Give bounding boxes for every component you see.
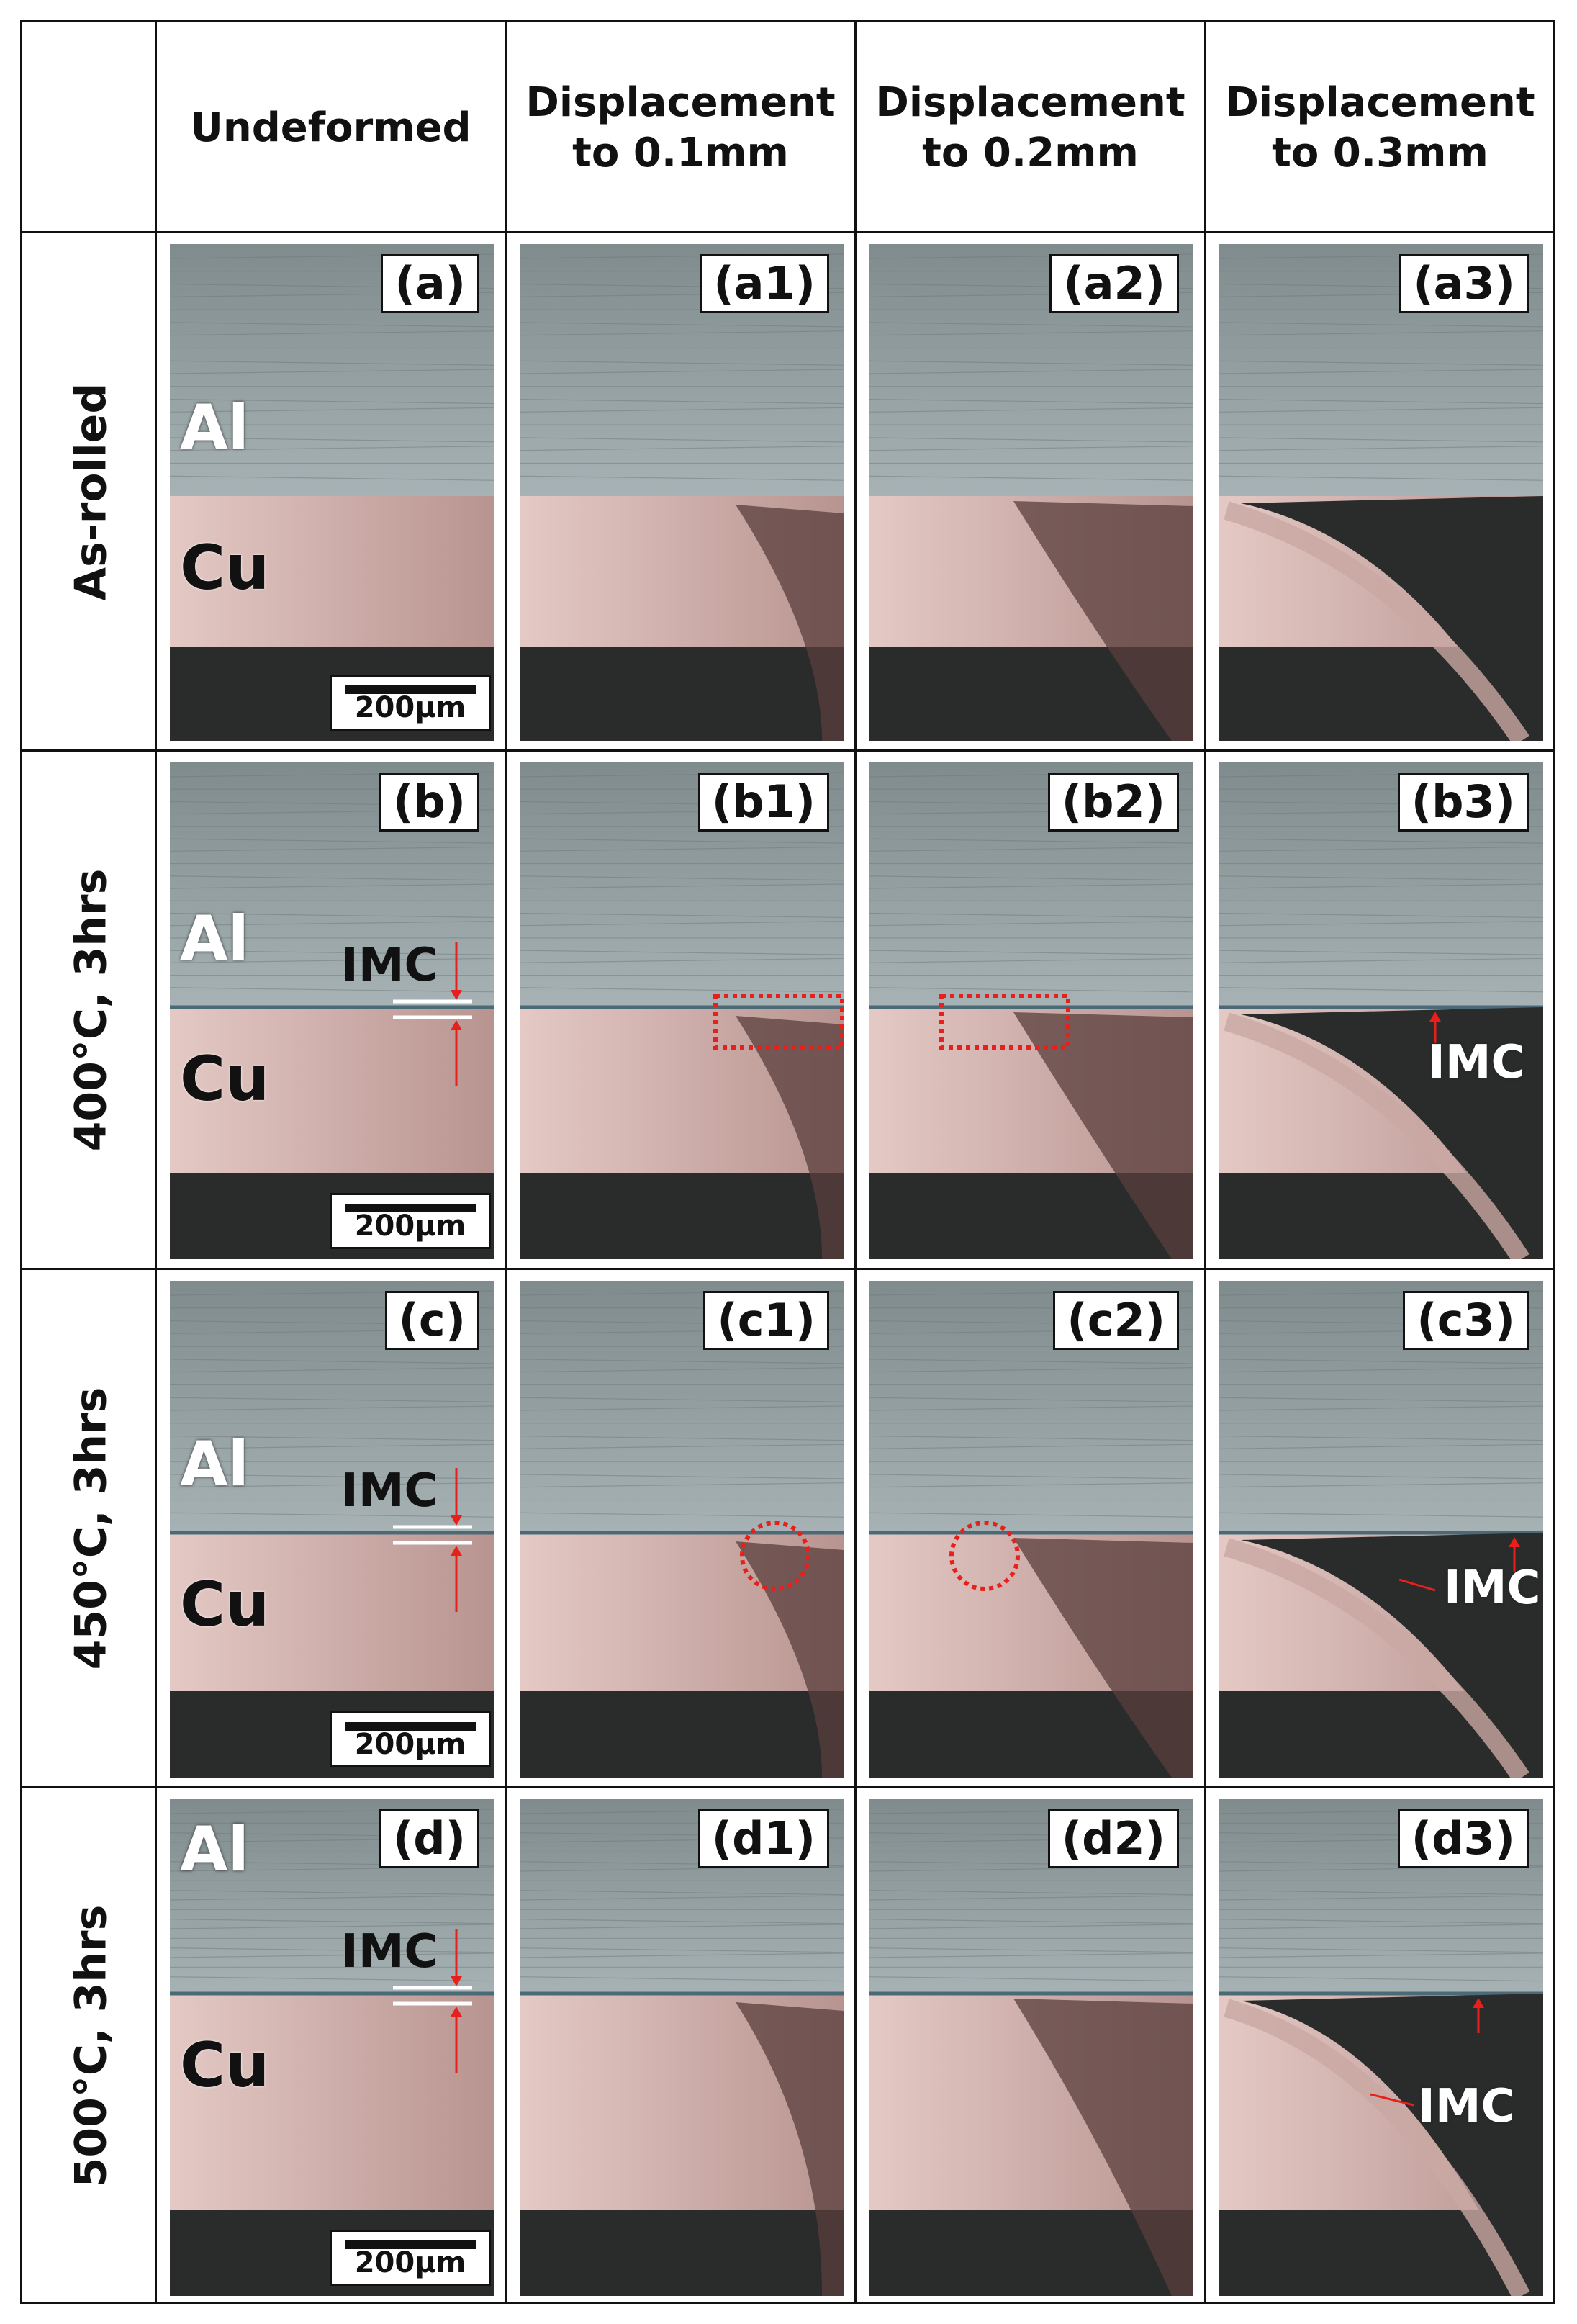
micrograph-panel: (c) Al Cu 200μm IMC bbox=[170, 1281, 494, 1778]
micrograph-panel: (b) Al Cu 200μm IMC bbox=[170, 762, 494, 1259]
row-header-400c: 400°C, 3hrs bbox=[24, 752, 157, 1268]
imc-label: IMC bbox=[1428, 1036, 1525, 1089]
scale-bar-text: 200μm bbox=[354, 691, 466, 724]
panel-label: (b3) bbox=[1397, 773, 1529, 832]
column-header-undeformed: Undeformed bbox=[190, 104, 471, 151]
panel-label: (b2) bbox=[1047, 773, 1179, 832]
scale-bar: 200μm bbox=[330, 1711, 491, 1767]
panel-label: (d3) bbox=[1397, 1809, 1529, 1869]
panel-label: (c2) bbox=[1053, 1291, 1179, 1351]
micrograph-panel: (c2) bbox=[869, 1281, 1193, 1778]
scale-bar: 200μm bbox=[330, 2230, 491, 2286]
column-header-disp-0-1: Displacement to 0.1mm bbox=[525, 78, 836, 176]
al-label: Al bbox=[180, 392, 250, 464]
micrograph-panel: (b2) bbox=[869, 762, 1193, 1259]
imc-label: IMC bbox=[341, 939, 438, 992]
scale-bar: 200μm bbox=[330, 675, 491, 731]
scale-bar-line bbox=[345, 1204, 476, 1212]
al-label: Al bbox=[180, 1814, 250, 1886]
panel-label: (a2) bbox=[1049, 254, 1179, 314]
panel-label: (c3) bbox=[1403, 1291, 1529, 1351]
micrograph-panel: (d1) bbox=[520, 1799, 844, 2296]
imc-label: IMC bbox=[1418, 2080, 1515, 2133]
panel-label: (c1) bbox=[703, 1291, 829, 1351]
micrograph-image bbox=[869, 762, 1193, 1259]
imc-label: IMC bbox=[1444, 1562, 1541, 1615]
panel-label: (c) bbox=[384, 1291, 479, 1351]
panel-label: (b) bbox=[379, 773, 479, 832]
grid-line bbox=[22, 231, 1553, 233]
column-header-disp-0-3: Displacement to 0.3mm bbox=[1225, 78, 1535, 176]
scale-bar-line bbox=[345, 1722, 476, 1731]
row-header-text: As-rolled bbox=[65, 382, 117, 600]
micrograph-panel: (d) Al Cu 200μm IMC bbox=[170, 1799, 494, 2296]
al-label: Al bbox=[180, 903, 250, 975]
micrograph-image bbox=[1219, 1799, 1543, 2296]
scale-bar-text: 200μm bbox=[354, 1728, 466, 1761]
micrograph-panel: (a1) bbox=[520, 244, 844, 741]
imc-label: IMC bbox=[341, 1464, 438, 1518]
imc-label: IMC bbox=[341, 1925, 438, 1978]
panel-label: (d) bbox=[379, 1809, 479, 1869]
cu-label: Cu bbox=[180, 1043, 270, 1115]
scale-bar-line bbox=[345, 685, 476, 694]
micrograph-panel: (a) Al Cu 200μm bbox=[170, 244, 494, 741]
row-header-text: 450°C, 3hrs bbox=[65, 1387, 117, 1670]
micrograph-image bbox=[170, 762, 494, 1259]
micrograph-panel: (c1) bbox=[520, 1281, 844, 1778]
panel-label: (d2) bbox=[1047, 1809, 1179, 1869]
micrograph-image bbox=[1219, 244, 1543, 741]
micrograph-panel: (b1) bbox=[520, 762, 844, 1259]
micrograph-image bbox=[520, 244, 844, 741]
micrograph-panel: (c3) IMC bbox=[1219, 1281, 1543, 1778]
micrograph-image bbox=[520, 1799, 844, 2296]
scale-bar-text: 200μm bbox=[354, 1210, 466, 1243]
panel-label: (a1) bbox=[700, 254, 829, 314]
panel-label: (d1) bbox=[697, 1809, 829, 1869]
grid-line bbox=[22, 1786, 1553, 1788]
panel-label: (a3) bbox=[1399, 254, 1529, 314]
micrograph-image bbox=[170, 244, 494, 741]
micrograph-panel: (d3) IMC bbox=[1219, 1799, 1543, 2296]
grid-line bbox=[155, 22, 157, 2302]
grid-line bbox=[505, 22, 507, 2302]
panel-label: (a) bbox=[381, 254, 479, 314]
micrograph-image bbox=[869, 1799, 1193, 2296]
scale-bar-text: 200μm bbox=[354, 2246, 466, 2279]
figure-grid: Undeformed Displacement to 0.1mm Displac… bbox=[20, 20, 1555, 2304]
row-header-500c: 500°C, 3hrs bbox=[24, 1788, 157, 2304]
scale-bar-line bbox=[345, 2240, 476, 2249]
micrograph-image bbox=[520, 762, 844, 1259]
al-label: Al bbox=[180, 1428, 250, 1500]
grid-line bbox=[22, 749, 1553, 752]
scale-bar: 200μm bbox=[330, 1193, 491, 1249]
micrograph-panel: (d2) bbox=[869, 1799, 1193, 2296]
micrograph-panel: (a2) bbox=[869, 244, 1193, 741]
panel-label: (b1) bbox=[697, 773, 829, 832]
micrograph-image bbox=[869, 1281, 1193, 1778]
micrograph-image bbox=[170, 1281, 494, 1778]
grid-line bbox=[854, 22, 857, 2302]
micrograph-panel: (a3) bbox=[1219, 244, 1543, 741]
cu-label: Cu bbox=[180, 1569, 270, 1641]
column-header-disp-0-2: Displacement to 0.2mm bbox=[875, 78, 1185, 176]
cu-label: Cu bbox=[180, 2030, 270, 2102]
grid-line bbox=[1204, 22, 1206, 2302]
row-header-as-rolled: As-rolled bbox=[24, 233, 157, 749]
micrograph-image bbox=[1219, 1281, 1543, 1778]
grid-line bbox=[22, 1268, 1553, 1270]
row-header-text: 500°C, 3hrs bbox=[65, 1904, 117, 2188]
micrograph-image bbox=[520, 1281, 844, 1778]
micrograph-image bbox=[869, 244, 1193, 741]
row-header-text: 400°C, 3hrs bbox=[65, 868, 117, 1151]
cu-label: Cu bbox=[180, 532, 270, 604]
micrograph-panel: (b3) IMC bbox=[1219, 762, 1543, 1259]
row-header-450c: 450°C, 3hrs bbox=[24, 1270, 157, 1786]
micrograph-image bbox=[1219, 762, 1543, 1259]
